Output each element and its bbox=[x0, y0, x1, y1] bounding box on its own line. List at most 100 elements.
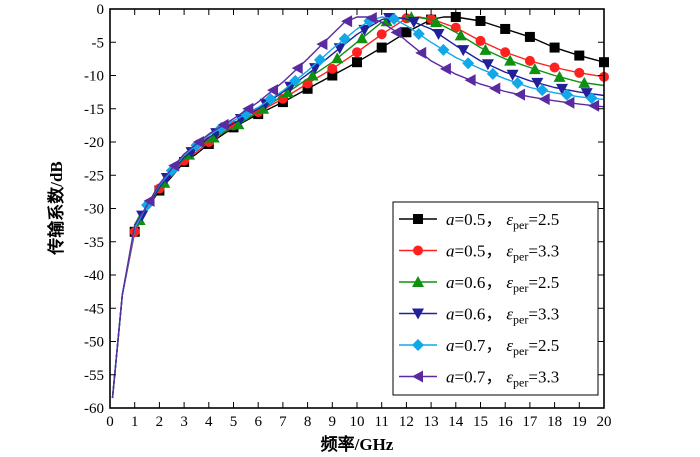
series-marker bbox=[578, 76, 591, 88]
y-tick-label: -55 bbox=[84, 368, 104, 384]
series-marker bbox=[486, 67, 499, 80]
x-axis-title: 频率/GHz bbox=[321, 434, 394, 454]
y-axis-title: 传输系数/dB bbox=[46, 161, 66, 256]
series-marker bbox=[143, 194, 155, 207]
series-marker bbox=[242, 102, 254, 115]
legend-label: a=0.6， εper=3.3 bbox=[446, 305, 559, 327]
axis-ticks: 0 1 2 3 4 5 6 7 8 9 10 11 12 13 14 15 16 17 18 19 200-5-10-1… bbox=[84, 2, 612, 430]
legend-marker bbox=[413, 214, 423, 224]
legend-label: a=0.5， εper=3.3 bbox=[446, 242, 559, 264]
series-marker bbox=[450, 22, 461, 33]
series-5 bbox=[111, 12, 605, 399]
series-3 bbox=[111, 11, 605, 399]
series-marker bbox=[531, 77, 544, 89]
series-marker bbox=[514, 88, 526, 101]
series-marker bbox=[313, 53, 326, 66]
legend-marker bbox=[413, 245, 423, 256]
x-tick-label: 19 bbox=[572, 414, 587, 430]
series-marker bbox=[363, 14, 376, 27]
series-marker bbox=[457, 45, 470, 57]
legend: a=0.5， εper=2.5 a=0.5， εper=3.3 a=0.6， εper=2… bbox=[392, 201, 599, 396]
y-tick-label: 0 bbox=[97, 2, 105, 18]
series-marker bbox=[563, 96, 575, 109]
series-marker bbox=[560, 88, 573, 101]
legend-marker bbox=[412, 339, 424, 351]
series-marker bbox=[556, 83, 569, 95]
series-marker bbox=[588, 99, 600, 112]
series-marker bbox=[504, 54, 517, 66]
x-tick-label: 6 bbox=[254, 414, 262, 430]
legend-label: a=0.7， εper=2.5 bbox=[446, 336, 559, 358]
x-tick-label: 13 bbox=[424, 414, 439, 430]
y-tick-label: -40 bbox=[84, 268, 104, 284]
series-marker bbox=[160, 173, 173, 185]
series-marker bbox=[580, 88, 593, 100]
series-marker bbox=[430, 16, 443, 28]
series-marker bbox=[289, 74, 302, 87]
series-marker bbox=[267, 84, 279, 97]
x-tick-label: 0 bbox=[106, 414, 114, 430]
legend-item: a=0.5， εper=3.3 bbox=[399, 242, 559, 264]
series-marker bbox=[358, 24, 371, 36]
series-marker bbox=[553, 70, 566, 82]
series-marker bbox=[327, 63, 338, 74]
y-tick-label: -45 bbox=[84, 301, 104, 317]
legend-item: a=0.5， εper=2.5 bbox=[399, 210, 559, 232]
series-marker bbox=[500, 23, 511, 34]
series-marker bbox=[331, 52, 344, 64]
x-tick-label: 4 bbox=[205, 414, 213, 430]
series-marker bbox=[528, 63, 541, 75]
legend-marker bbox=[412, 276, 424, 287]
y-tick-label: -25 bbox=[84, 168, 104, 184]
legend-label: a=0.5， εper=2.5 bbox=[446, 210, 559, 232]
series-marker bbox=[365, 12, 377, 25]
series-marker bbox=[475, 35, 486, 46]
x-tick-label: 8 bbox=[304, 414, 312, 430]
series-marker bbox=[500, 47, 511, 58]
y-tick-label: -15 bbox=[84, 102, 104, 118]
x-tick-label: 7 bbox=[279, 414, 287, 430]
series-marker bbox=[439, 62, 451, 75]
series-marker bbox=[338, 32, 351, 45]
series-marker bbox=[524, 55, 535, 66]
series-marker bbox=[538, 93, 550, 106]
y-tick-label: -20 bbox=[84, 135, 104, 151]
series-marker bbox=[257, 102, 270, 114]
series-marker bbox=[291, 62, 303, 75]
x-tick-label: 20 bbox=[597, 414, 612, 430]
series-marker bbox=[412, 27, 425, 40]
x-tick-label: 15 bbox=[473, 414, 488, 430]
series-marker bbox=[549, 62, 560, 73]
series-marker bbox=[450, 11, 461, 22]
legend-marker bbox=[412, 370, 423, 383]
series-marker bbox=[302, 83, 313, 94]
legend-item: a=0.7， εper=3.3 bbox=[399, 368, 559, 390]
series-marker bbox=[309, 63, 322, 75]
series-marker bbox=[401, 27, 412, 38]
legend-marker bbox=[412, 308, 424, 320]
x-tick-label: 10 bbox=[350, 414, 365, 430]
legend-item: a=0.6， εper=2.5 bbox=[399, 273, 559, 295]
y-tick-label: -30 bbox=[84, 202, 104, 218]
series-marker bbox=[306, 69, 319, 81]
y-tick-label: -50 bbox=[84, 335, 104, 351]
series-marker bbox=[390, 26, 402, 39]
x-tick-label: 3 bbox=[180, 414, 188, 430]
series-marker bbox=[355, 32, 368, 44]
series-marker bbox=[352, 47, 362, 58]
x-tick-label: 16 bbox=[498, 414, 514, 430]
series-marker bbox=[388, 12, 401, 25]
x-tick-label: 18 bbox=[547, 414, 562, 430]
series-marker bbox=[168, 159, 180, 172]
x-tick-label: 2 bbox=[156, 414, 164, 430]
y-tick-label: -10 bbox=[84, 69, 104, 85]
series-marker bbox=[479, 43, 492, 55]
series-marker bbox=[506, 69, 519, 81]
series-marker bbox=[475, 15, 486, 26]
legend-label: a=0.6， εper=2.5 bbox=[446, 273, 559, 295]
series-marker bbox=[549, 42, 560, 53]
x-tick-label: 1 bbox=[131, 414, 139, 430]
series-marker bbox=[376, 42, 387, 53]
series-marker bbox=[232, 118, 245, 130]
y-tick-label: -5 bbox=[92, 35, 105, 51]
